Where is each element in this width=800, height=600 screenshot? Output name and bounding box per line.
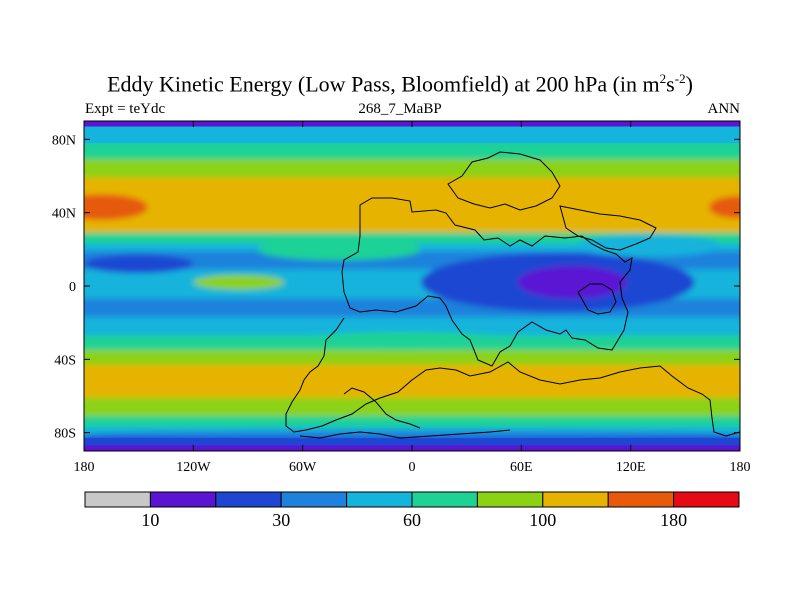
colorbar: 10 30 60 100 180 <box>84 491 740 530</box>
field-feature-6 <box>576 234 722 257</box>
colorbar-box-0 <box>84 491 151 508</box>
colorbar-label-2: 60 <box>403 510 421 530</box>
continent-east-asia <box>559 205 657 251</box>
x-tick-label-5: 120E <box>616 460 646 475</box>
chart-title-end: ) <box>685 71 693 97</box>
field-feature-0 <box>84 194 148 220</box>
y-tick-label-2: 0 <box>69 280 76 295</box>
subtitle-left: Expt = teYdc <box>85 101 166 117</box>
x-tick-label-4: 60E <box>510 460 533 475</box>
plot-area <box>84 121 740 451</box>
subtitle-right: ANN <box>707 101 741 117</box>
colorbar-box-7 <box>542 491 609 508</box>
colorbar-box-8 <box>607 491 675 508</box>
continent-europe-north <box>447 151 561 211</box>
colorbar-label-3: 100 <box>529 510 556 530</box>
subtitle-center: 268_7_MaBP <box>358 101 442 117</box>
colorbar-box-2 <box>215 491 282 508</box>
colorbar-box-5 <box>411 491 478 508</box>
field-feature-9 <box>84 430 740 439</box>
y-tick-label-1: 40N <box>52 207 76 222</box>
x-tick-label-0: 180 <box>74 460 95 475</box>
colorbar-label-0: 10 <box>141 510 159 530</box>
y-tick-label-4: 80S <box>54 427 76 442</box>
band-3 <box>84 159 740 182</box>
colorbar-box-6 <box>476 491 544 508</box>
chart-title: Eddy Kinetic Energy (Low Pass, Bloomfiel… <box>0 66 800 97</box>
y-axis: 80N 40N 0 40S 80S <box>52 133 740 442</box>
chart-title-text: Eddy Kinetic Energy (Low Pass, Bloomfiel… <box>107 71 660 97</box>
band-10 <box>84 317 740 340</box>
chart-title-sup-2: -2 <box>674 71 686 86</box>
continent-southeast-asia <box>577 283 617 315</box>
colorbar-label-1: 30 <box>272 510 290 530</box>
band-4 <box>84 177 740 237</box>
field-feature-7 <box>193 275 285 290</box>
x-axis: 180 120W 60W 0 60E 120E 180 <box>74 121 751 475</box>
colorbar-label-4: 180 <box>660 510 687 530</box>
x-tick-label-1: 120W <box>176 460 211 475</box>
y-tick-label-0: 80N <box>52 133 76 148</box>
field-layer <box>84 121 740 451</box>
chart-title-sup-1: 2 <box>659 71 667 86</box>
band-13 <box>84 364 740 402</box>
x-tick-label-6: 180 <box>730 460 751 475</box>
colorbar-box-3 <box>280 491 348 508</box>
colorbar-box-9 <box>673 491 740 508</box>
band-2 <box>84 141 740 164</box>
x-tick-label-3: 0 <box>409 460 416 475</box>
field-feature-4 <box>84 254 194 274</box>
band-12 <box>84 350 740 369</box>
colorbar-box-4 <box>346 491 413 508</box>
band-14 <box>84 397 740 420</box>
field-feature-8 <box>293 331 513 351</box>
chart-title-mid: s <box>666 71 675 97</box>
y-tick-label-3: 40S <box>54 353 76 368</box>
field-smoothed <box>84 121 740 451</box>
colorbar-box-1 <box>149 491 217 508</box>
polar-strip-2 <box>84 438 740 446</box>
continent-outlines <box>285 151 740 439</box>
continent-antarctic-peninsula <box>343 387 421 429</box>
polar-strip-1 <box>84 126 740 143</box>
continent-africa-eurasia <box>341 197 633 367</box>
continent-antarctica-coast <box>299 429 511 439</box>
field-feature-3 <box>517 265 628 299</box>
field-feature-1 <box>709 196 740 219</box>
field-feature-5 <box>257 238 422 261</box>
x-tick-label-2: 60W <box>289 460 317 475</box>
continent-americas <box>285 317 740 437</box>
